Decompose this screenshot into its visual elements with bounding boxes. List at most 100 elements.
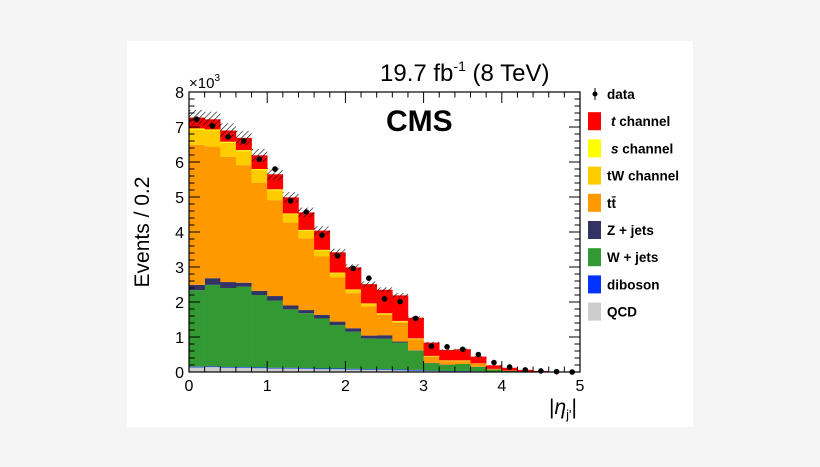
bar-w-jets [439,365,456,371]
bar-tw-channel [282,214,299,223]
bar-z-jets [376,335,393,339]
bar-diboson [376,369,393,370]
data-point [240,138,247,144]
legend-swatch [588,112,601,131]
y-tick-label: 3 [175,260,184,277]
uncertainty-band [439,349,455,351]
bar-tt- [329,277,346,322]
bar-tt- [314,256,331,315]
uncertainty-band [376,287,393,293]
data-point [412,315,419,322]
bar-w-jets [220,288,237,368]
bar-tw-channel [314,250,331,257]
bar-z-jets [220,282,237,288]
bar-diboson [267,367,284,369]
bar-tw-channel [251,170,268,183]
bar-qcd [361,369,377,372]
bar-qcd [267,368,284,372]
bar-tw-channel [392,321,409,323]
bar-qcd [392,370,409,372]
bar-tw-channel [345,290,362,294]
bar-w-jets [282,309,299,368]
bar-qcd [282,368,299,372]
bar-z-jets [361,335,377,339]
data-point [225,134,231,140]
bar-diboson [235,367,252,368]
y-tick-label: 0 [175,365,184,382]
bar-t-channel [345,267,362,290]
data-point [366,275,372,282]
data-point [444,344,450,350]
bar-diboson [251,367,268,369]
bar-tw-channel [298,230,315,239]
bar-s-channel [345,289,362,291]
bar-tt- [345,293,362,329]
bar-tt- [298,238,315,311]
bar-s-channel [361,303,377,305]
bar-diboson [407,369,424,371]
bar-tt- [235,165,252,283]
bar-t-channel [407,317,424,339]
bar-w-jets [376,338,393,370]
legend-label: diboson [607,277,660,292]
bar-qcd [235,367,252,372]
legend-swatch [588,275,601,294]
bar-qcd [251,368,268,372]
bar-z-jets [189,284,205,291]
uncertainty-band [235,130,252,145]
lumi-label: 19.7 fb-1 (8 TeV) [380,58,549,87]
bar-z-jets [251,290,268,295]
data-point [428,343,435,349]
x-tick-label: 2 [341,378,350,395]
bar-diboson [345,368,362,370]
uncertainty-band [220,123,236,138]
bar-s-channel [204,129,221,131]
legend-swatch [588,166,601,185]
bar-tw-channel [407,338,424,340]
bar-z-jets [204,278,221,285]
bar-t-channel [361,284,377,304]
legend-data-marker [592,91,598,97]
bar-s-channel [251,169,268,171]
y-tick-label: 7 [175,120,184,137]
uncertainty-band [251,148,268,162]
bar-qcd [329,369,346,372]
bar-t-channel [439,349,456,361]
bar-qcd [220,367,237,372]
legend-swatch [588,248,601,267]
bar-diboson [392,369,409,371]
uncertainty-band [361,281,377,287]
bar-qcd [407,370,424,372]
bar-w-jets [361,338,377,370]
x-tick-label: 5 [576,378,585,395]
bar-tt- [189,144,205,285]
bar-qcd [345,369,362,372]
x-tick-label: 4 [497,378,506,395]
uncertainty-band [282,192,299,203]
legend-label: t channel [611,114,670,129]
y-tick-label: 2 [175,295,184,312]
bar-t-channel [314,230,331,250]
bar-w-jets [298,313,315,369]
bar-z-jets [345,328,362,332]
bar-z-jets [329,321,346,326]
bar-diboson [329,368,346,370]
uncertainty-band [423,341,440,344]
data-point [350,265,357,272]
bar-w-jets [454,363,471,371]
bar-diboson [298,368,315,369]
bar-qcd [298,368,315,372]
legend-label: QCD [607,305,637,320]
bar-tt- [423,356,440,363]
x-tick-label: 1 [263,378,272,395]
bar-tt- [361,306,377,336]
bar-t-channel [423,342,440,356]
y-tick-label: 4 [175,225,184,242]
legend-label: s channel [611,141,673,156]
bar-diboson [204,366,221,368]
data-point [475,351,482,358]
data-point [397,298,403,305]
bar-z-jets [267,296,284,301]
legend-swatch [588,221,601,239]
